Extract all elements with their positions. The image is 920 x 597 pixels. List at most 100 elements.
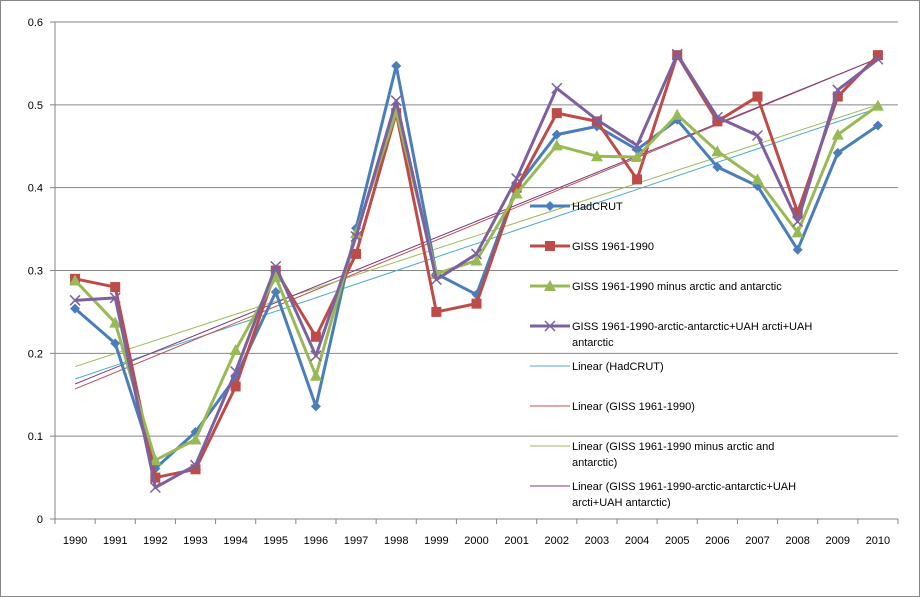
series-0-point-1995 [270, 287, 281, 298]
series-2-point-2006 [711, 145, 724, 157]
legend-marker-0 [545, 201, 555, 211]
legend: HadCRUT GISS 1961-1990 GISS 1961-1990 minu… [530, 201, 812, 509]
x-tick-label-2003: 2003 [585, 535, 609, 547]
series-2-point-1996 [309, 369, 322, 381]
series-0-point-1998 [391, 60, 402, 71]
series-1-point-2006 [712, 116, 723, 127]
series-1-point-2008 [792, 207, 803, 218]
series-2-point-2009 [831, 128, 844, 140]
x-tick-label-2004: 2004 [625, 535, 649, 547]
series-3-point-2008-b [792, 216, 804, 228]
legend-entry-2: GISS 1961-1990 minus arctic and antarcti… [530, 280, 782, 293]
series-0-point-2010 [872, 120, 883, 131]
trendline-3 [74, 57, 879, 385]
legend-label-7-1: arcti+UAH antarctic) [572, 497, 671, 509]
y-tick-label-1: 0.1 [28, 431, 43, 443]
x-tick-label-2002: 2002 [545, 535, 569, 547]
x-tick-label-1999: 1999 [424, 535, 448, 547]
trendline-2 [74, 104, 879, 368]
series-3-point-1997 [350, 231, 362, 243]
x-tick-label-2005: 2005 [665, 535, 689, 547]
x-tick-label-2010: 2010 [866, 535, 890, 547]
series-3-point-1991-b [109, 292, 121, 304]
series-2-point-2001 [510, 187, 523, 199]
legend-entry-7: Linear (GISS 1961-1990-arctic-antarctic+… [530, 481, 796, 509]
series-0-point-2006 [712, 161, 723, 172]
x-tick-label-1994: 1994 [223, 535, 247, 547]
series-1-point-1993 [190, 464, 201, 475]
series-3-point-1996-b [310, 350, 322, 362]
series-3-point-2003-b [591, 114, 603, 126]
series-line-1 [74, 53, 880, 480]
legend-entry-4: Linear (HadCRUT) [530, 361, 664, 373]
series-2-point-1995 [269, 271, 282, 283]
x-tick-label-1993: 1993 [183, 535, 207, 547]
legend-label-1-0: GISS 1961-1990 [572, 241, 654, 253]
series-3-point-2008 [792, 216, 804, 228]
series-3-point-2002-b [551, 82, 563, 94]
series-3-point-1992-b [149, 481, 161, 494]
series-1-point-1992 [150, 472, 161, 483]
series-2-point-2002 [550, 139, 563, 151]
legend-label-3-1: antarctic [572, 337, 614, 349]
series-2-point-1993 [189, 433, 202, 445]
y-tick-label-6: 0.6 [28, 17, 43, 29]
series-1-point-2007 [752, 91, 763, 102]
series-3-point-1993 [189, 459, 202, 471]
x-tick-label-2007: 2007 [745, 535, 769, 547]
series-0-point-2008 [792, 244, 803, 255]
series-1-point-2000 [471, 298, 482, 309]
series-3-point-1990 [69, 294, 81, 306]
series-3-point-2000-b [470, 248, 483, 260]
series-3-point-2006 [711, 111, 723, 123]
legend-label-0-0: HadCRUT [572, 201, 623, 213]
series-1-point-2002 [551, 108, 562, 119]
series-3-point-2010-b [872, 53, 884, 65]
series-3-point-1995-b [270, 260, 282, 272]
x-tick-label-2008: 2008 [785, 535, 809, 547]
series-3-point-1993-b [189, 459, 202, 471]
series-2-point-2008 [791, 226, 804, 238]
series-2-point-2010 [871, 99, 884, 111]
series-3-point-2004-b [631, 139, 643, 151]
series-3-point-2001-b [511, 173, 523, 185]
legend-label-6-0: Linear (GISS 1961-1990 minus arctic and [572, 441, 774, 453]
series-3-point-1998-b [390, 95, 402, 107]
series-3-point-2002 [551, 82, 563, 94]
series-3-point-1998 [390, 95, 402, 107]
series-1-point-1999 [431, 306, 442, 317]
series-0-point-1990 [70, 303, 81, 314]
trendline-0 [74, 107, 879, 380]
series-3-point-2005-b [671, 48, 683, 60]
series-line-0 [74, 64, 879, 470]
legend-label-4-0: Linear (HadCRUT) [572, 361, 664, 373]
series-3-point-1994 [230, 366, 242, 378]
legend-label-3-0: GISS 1961-1990-arctic-antarctic+UAH arct… [572, 321, 812, 333]
legend-entry-3: GISS 1961-1990-arctic-antarctic+UAH arct… [530, 320, 812, 349]
series-3-point-1999-b [430, 274, 442, 286]
series-3-point-1992 [149, 481, 161, 494]
x-tick-label-1995: 1995 [264, 535, 288, 547]
series-3-point-2010 [872, 53, 884, 65]
legend-entry-6: Linear (GISS 1961-1990 minus arctic and a… [530, 441, 774, 469]
series-3-point-2009-b [832, 84, 844, 96]
series-3-point-2007-b [751, 129, 764, 142]
series-2-point-2005 [671, 108, 684, 120]
series-1-point-2004 [632, 174, 643, 185]
y-tick-label-3: 0.3 [28, 266, 43, 278]
series-2-point-2003 [590, 150, 603, 162]
series-2-point-1990 [69, 274, 82, 286]
y-tick-label-4: 0.4 [28, 183, 43, 195]
legend-label-6-1: antarctic) [572, 457, 617, 469]
x-tick-label-1990: 1990 [63, 535, 87, 547]
series-2-point-2000 [470, 254, 483, 266]
series-2-point-1994 [229, 344, 242, 356]
series-3-point-2009 [832, 84, 844, 96]
series-3-point-1991 [109, 292, 121, 304]
gridlines [55, 21, 898, 437]
series-3-point-2000 [470, 248, 483, 260]
legend-entry-5: Linear (GISS 1961-1990) [530, 401, 695, 413]
series-1-point-2010 [872, 50, 883, 61]
series-3-point-2005 [671, 48, 683, 60]
x-tick-label-2009: 2009 [826, 535, 850, 547]
